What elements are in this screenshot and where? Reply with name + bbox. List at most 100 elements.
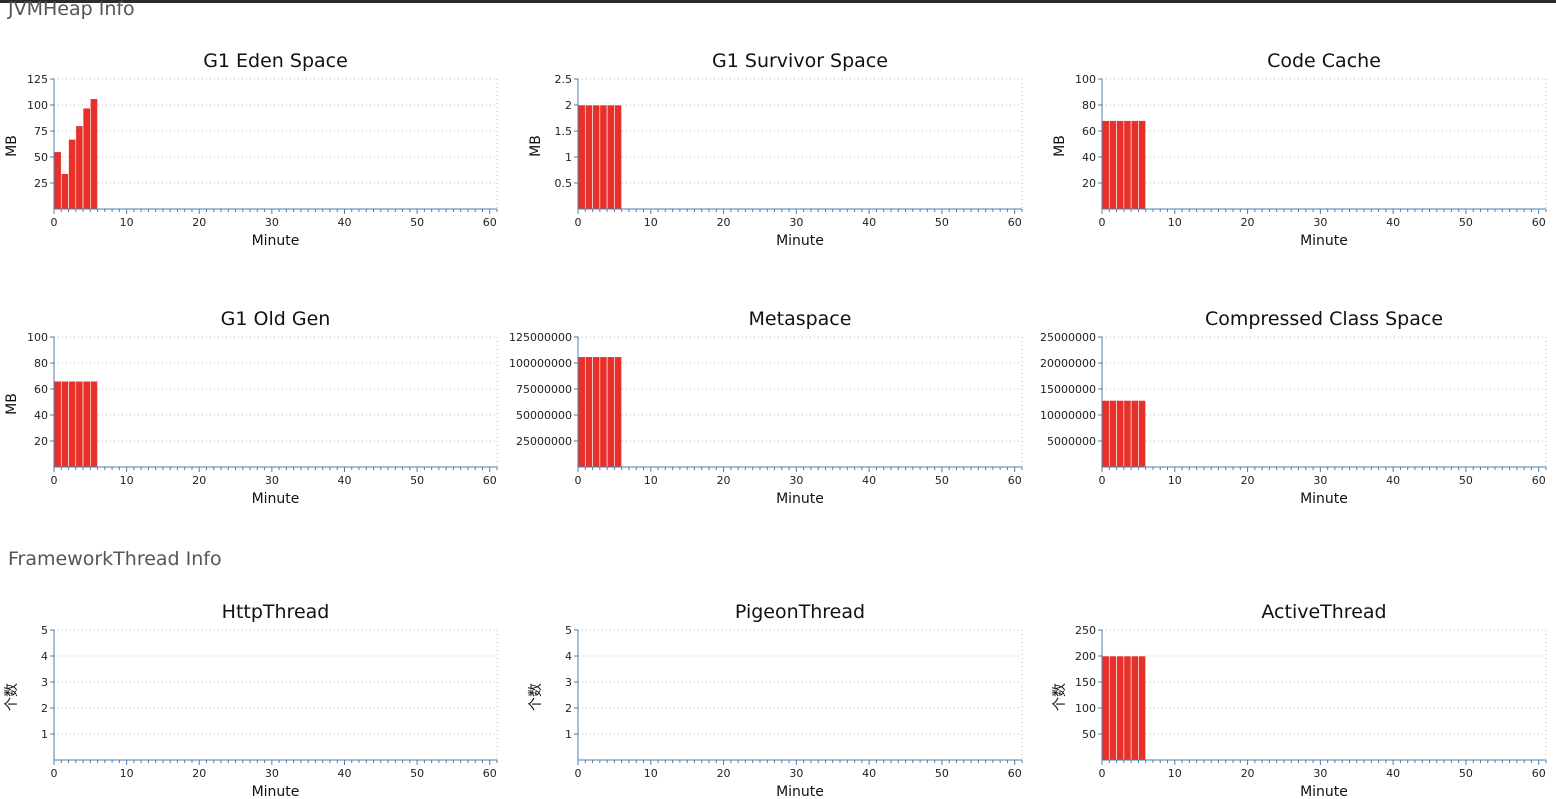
bar[interactable] <box>90 98 98 210</box>
x-tick-label: 0 <box>51 767 58 780</box>
y-axis-label: MB <box>528 135 544 157</box>
bar[interactable] <box>1108 400 1117 468</box>
y-tick-label: 80 <box>34 357 48 370</box>
y-tick-label: 25 <box>34 177 48 190</box>
y-tick-label: 1 <box>565 728 572 741</box>
bar[interactable] <box>1108 655 1117 761</box>
bar[interactable] <box>82 380 91 468</box>
x-tick-label: 0 <box>51 216 58 229</box>
bar[interactable] <box>584 356 593 468</box>
bar[interactable] <box>614 356 622 468</box>
bar[interactable] <box>606 356 615 468</box>
bar[interactable] <box>1101 655 1110 761</box>
x-axis-label: Minute <box>1300 233 1348 249</box>
bar[interactable] <box>577 104 586 210</box>
x-tick-label: 10 <box>644 474 658 487</box>
section-title-jvm-heap: JVMHeap Info <box>8 0 135 20</box>
chart-7: PigeonThread 0 10 20 30 40 50 60 1 2 3 4 5 Minute 个数 <box>528 601 1023 799</box>
bar[interactable] <box>75 380 84 468</box>
x-tick-label: 40 <box>337 474 351 487</box>
x-tick-label: 0 <box>1099 767 1106 780</box>
x-tick-label: 0 <box>1099 216 1106 229</box>
y-tick-label: 40 <box>34 409 48 422</box>
bar[interactable] <box>1123 655 1132 761</box>
y-tick-label: 3 <box>565 676 572 689</box>
bar[interactable] <box>577 356 586 468</box>
x-tick-label: 50 <box>1459 767 1473 780</box>
chart-title: HttpThread <box>222 601 330 623</box>
y-tick-label: 150 <box>1075 676 1096 689</box>
bar[interactable] <box>599 356 608 468</box>
bar[interactable] <box>614 104 622 210</box>
bar[interactable] <box>1123 120 1132 210</box>
bar[interactable] <box>75 125 84 210</box>
bar[interactable] <box>90 380 98 468</box>
y-tick-label: 20 <box>1082 177 1096 190</box>
bar[interactable] <box>1116 120 1125 210</box>
bar[interactable] <box>592 356 601 468</box>
bar[interactable] <box>1116 400 1125 468</box>
y-tick-label: 25000000 <box>1040 331 1096 344</box>
x-tick-label: 50 <box>1459 216 1473 229</box>
x-tick-label: 10 <box>120 474 134 487</box>
section-title-framework-thread: FrameworkThread Info <box>8 548 222 570</box>
bar[interactable] <box>1101 120 1110 210</box>
bar[interactable] <box>1138 400 1146 468</box>
y-tick-label: 15000000 <box>1040 383 1096 396</box>
bar[interactable] <box>599 104 608 210</box>
y-axis-label: 个数 <box>1052 683 1068 711</box>
bar[interactable] <box>1130 120 1139 210</box>
bar[interactable] <box>53 380 62 468</box>
x-tick-label: 50 <box>935 474 949 487</box>
y-axis-label: 个数 <box>528 683 544 711</box>
x-tick-label: 30 <box>265 767 279 780</box>
bar[interactable] <box>1138 655 1146 761</box>
bar[interactable] <box>1108 120 1117 210</box>
bar[interactable] <box>1138 120 1146 210</box>
bar[interactable] <box>1101 400 1110 468</box>
bar[interactable] <box>1130 655 1139 761</box>
y-tick-label: 2 <box>565 702 572 715</box>
x-tick-label: 30 <box>1313 767 1327 780</box>
y-tick-label: 100 <box>27 331 48 344</box>
x-tick-label: 20 <box>1241 767 1255 780</box>
bar[interactable] <box>1123 400 1132 468</box>
y-axis-label: MB <box>1052 135 1068 157</box>
x-axis-label: Minute <box>1300 784 1348 799</box>
chart-1: G1 Survivor Space 0 10 20 30 40 50 60 0.5 1 1.5 2 2.… <box>528 50 1023 249</box>
x-tick-label: 20 <box>192 474 206 487</box>
bar[interactable] <box>53 151 62 210</box>
x-tick-label: 60 <box>483 216 497 229</box>
bar[interactable] <box>606 104 615 210</box>
x-tick-label: 30 <box>789 216 803 229</box>
y-tick-label: 2 <box>41 702 48 715</box>
bar[interactable] <box>82 107 91 210</box>
y-tick-label: 2 <box>565 99 572 112</box>
chart-title: PigeonThread <box>735 601 865 623</box>
bar[interactable] <box>68 380 77 468</box>
y-tick-label: 125 <box>27 73 48 86</box>
bar[interactable] <box>592 104 601 210</box>
y-tick-label: 75 <box>34 125 48 138</box>
bar[interactable] <box>68 139 77 210</box>
bar[interactable] <box>1130 400 1139 468</box>
chart-title: ActiveThread <box>1261 601 1386 623</box>
x-tick-label: 10 <box>1168 767 1182 780</box>
x-tick-label: 60 <box>483 474 497 487</box>
bar[interactable] <box>584 104 593 210</box>
y-tick-label: 4 <box>41 650 48 663</box>
x-axis-label: Minute <box>1300 491 1348 507</box>
x-tick-label: 40 <box>1386 474 1400 487</box>
x-axis-label: Minute <box>776 491 824 507</box>
x-tick-label: 40 <box>1386 767 1400 780</box>
y-tick-label: 50000000 <box>516 409 572 422</box>
x-axis-label: Minute <box>776 784 824 799</box>
y-tick-label: 40 <box>1082 151 1096 164</box>
bar[interactable] <box>60 173 69 210</box>
y-tick-label: 80 <box>1082 99 1096 112</box>
x-tick-label: 40 <box>862 474 876 487</box>
x-tick-label: 0 <box>575 216 582 229</box>
bar[interactable] <box>60 380 69 468</box>
x-tick-label: 0 <box>51 474 58 487</box>
bar[interactable] <box>1116 655 1125 761</box>
